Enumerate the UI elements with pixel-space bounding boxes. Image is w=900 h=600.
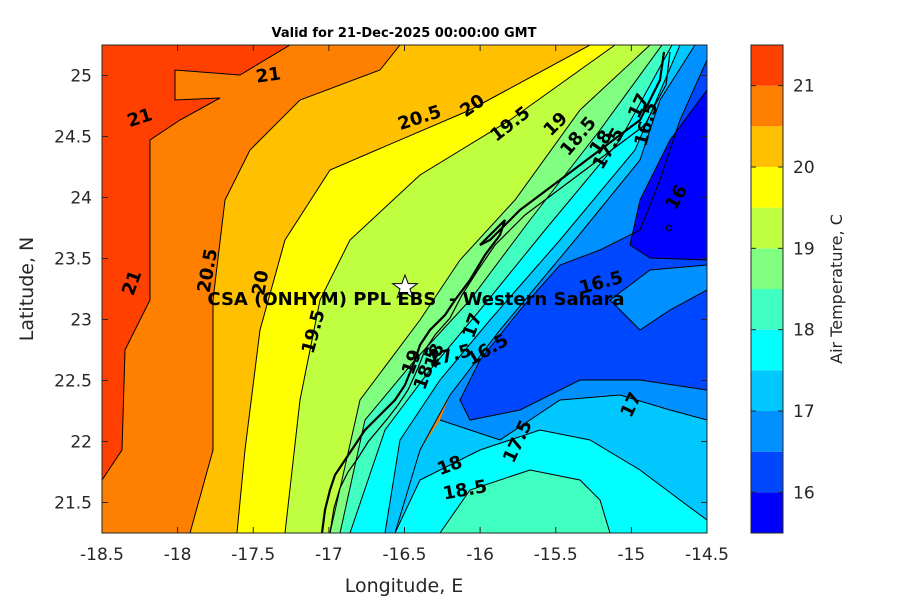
x-tick-label: -15 bbox=[617, 545, 645, 565]
x-tick-label: -18 bbox=[164, 545, 192, 565]
colorbar-label: Air Temperature, C bbox=[827, 214, 846, 364]
station-star-icon[interactable] bbox=[391, 273, 419, 299]
x-tick-label: -18.5 bbox=[80, 545, 124, 565]
contour-label: 20 bbox=[248, 269, 273, 297]
y-tick-label: 25 bbox=[70, 67, 92, 87]
x-tick-label: -16 bbox=[466, 545, 494, 565]
y-tick-label: 23.5 bbox=[54, 250, 92, 270]
small-island-contour bbox=[666, 224, 672, 232]
x-tick-label: -15.5 bbox=[534, 545, 578, 565]
band-17.5-to-18 bbox=[350, 45, 707, 533]
colorbar-band bbox=[751, 207, 783, 249]
y-tick-label: 24.5 bbox=[54, 128, 92, 148]
band-19-to-19.5 bbox=[285, 45, 650, 533]
band-20-to-20.5 bbox=[190, 45, 590, 533]
coastline-inner bbox=[329, 51, 671, 533]
colorbar-band bbox=[751, 167, 783, 208]
band-19.5-to-20 bbox=[237, 45, 615, 533]
band-21-to-21.5 bbox=[102, 45, 290, 480]
colorbar: 16 17 18 19 20 21 bbox=[751, 45, 815, 533]
contour-lines bbox=[102, 45, 707, 533]
band-15.5-to-16 bbox=[630, 90, 707, 260]
colorbar-band bbox=[751, 411, 783, 452]
x-tick-label: -17.5 bbox=[231, 545, 275, 565]
y-tick-label: 24 bbox=[70, 189, 92, 209]
colorbar-band bbox=[751, 126, 783, 167]
figure-title: Valid for 21-Dec-2025 00:00:00 GMT bbox=[272, 26, 537, 41]
colorbar-band bbox=[751, 289, 783, 330]
colorbar-band bbox=[751, 85, 783, 127]
colorbar-tick-label: 17 bbox=[793, 402, 815, 422]
x-axis-ticks: -18.5 -18 -17.5 -17 -16.5 -16 -15.5 -15 -14.5 bbox=[80, 45, 729, 565]
y-axis-ticks: 21.5 22 22.5 23 23.5 24 24.5 25 bbox=[54, 67, 707, 514]
x-tick-label: -17 bbox=[315, 545, 343, 565]
x-axis-label: Longitude, E bbox=[345, 575, 464, 597]
colorbar-band bbox=[751, 492, 783, 533]
y-tick-label: 23 bbox=[70, 311, 92, 331]
colorbar-band bbox=[751, 329, 783, 371]
colorbar-band bbox=[751, 45, 783, 86]
map-plot-area[interactable]: 21212120.520.5202019.519.5191918.518.518… bbox=[102, 45, 707, 533]
colorbar-frame bbox=[750, 44, 784, 534]
colorbar-tick-label: 18 bbox=[793, 321, 815, 341]
colorbar-tick-label: 21 bbox=[793, 77, 815, 97]
x-tick-label: -16.5 bbox=[383, 545, 427, 565]
y-axis-label: Latitude, N bbox=[16, 237, 38, 342]
colorbar-band bbox=[751, 248, 783, 289]
station-label: CSA (ONHYM) PPL EBS - Western Sahara bbox=[207, 289, 624, 310]
colorbar-tick-label: 20 bbox=[793, 158, 815, 178]
colorbar-tick-label: 16 bbox=[793, 483, 815, 503]
y-tick-label: 22.5 bbox=[54, 372, 92, 392]
colorbar-band bbox=[751, 370, 783, 411]
band-17-to-17.5 bbox=[385, 45, 707, 533]
band-20.5-to-21 bbox=[102, 45, 400, 533]
colorbar-band bbox=[751, 451, 783, 493]
contour-label: 21 bbox=[255, 63, 283, 87]
x-tick-label: -14.5 bbox=[685, 545, 729, 565]
coastline bbox=[320, 51, 666, 533]
y-tick-label: 21.5 bbox=[54, 494, 92, 514]
band-16-to-16.5 bbox=[460, 60, 707, 420]
colorbar-tick-label: 19 bbox=[793, 239, 815, 259]
y-tick-label: 22 bbox=[70, 433, 92, 453]
